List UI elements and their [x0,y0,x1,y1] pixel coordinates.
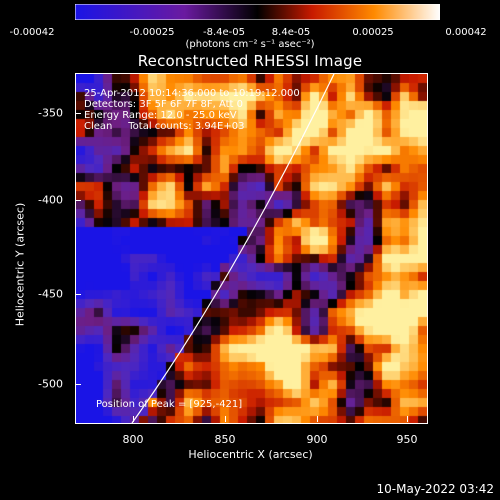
x-tick-label: 950 [396,433,418,446]
y-tick-mark [75,384,81,385]
y-tick-label: -450 [38,287,63,301]
x-tick-mark [133,416,134,422]
colorbar-tick-label: -0.00025 [129,27,175,38]
rhessi-image-map [76,74,427,423]
colorbar-gradient [75,4,440,20]
image-plot-area[interactable]: 25-Apr-2012 10:14:36.000 to 10:19:12.000… [75,73,428,424]
x-tick-label: 900 [306,433,328,446]
x-tick-mark [317,416,318,422]
x-tick-mark [225,416,226,422]
peak-position-label: Position of Peak = [925,-421] [96,399,243,410]
y-tick-label: -500 [38,377,63,391]
colorbar [75,4,440,20]
colorbar-tick-label: -0.00042 [9,27,55,38]
y-tick-mark [75,294,81,295]
colorbar-tick-label: 8.4e-05 [271,27,311,38]
x-tick-label: 850 [214,433,236,446]
x-tick-label: 800 [122,433,144,446]
clean-counts-label: Clean Total counts: 3.94E+03 [84,121,245,132]
plot-title: Reconstructed RHESSI Image [137,52,363,70]
y-tick-mark [75,200,81,201]
colorbar-tick-label: -8.4e-05 [203,27,245,38]
x-tick-mark [407,416,408,422]
x-axis-label: Heliocentric X (arcsec) [188,448,313,461]
y-tick-label: -400 [38,193,63,207]
colorbar-tick-label: 0.00042 [445,27,487,38]
y-tick-mark [75,113,81,114]
y-axis-label: Heliocentric Y (arcsec) [13,202,27,327]
time-range-label: 25-Apr-2012 10:14:36.000 to 10:19:12.000 [84,88,300,99]
footer-date: 10-May-2022 03:42 [376,482,494,496]
solar-limb-line [131,74,335,423]
energy-range-label: Energy Range: 12.0 - 25.0 keV [84,110,237,121]
y-tick-label: -350 [38,106,63,120]
colorbar-tick-label: 0.00025 [352,27,394,38]
detectors-label: Detectors: 3F 5F 6F 7F 8F, Att 0 [84,99,244,110]
colorbar-unit-label: (photons cm⁻² s⁻¹ asec⁻²) [185,39,315,50]
